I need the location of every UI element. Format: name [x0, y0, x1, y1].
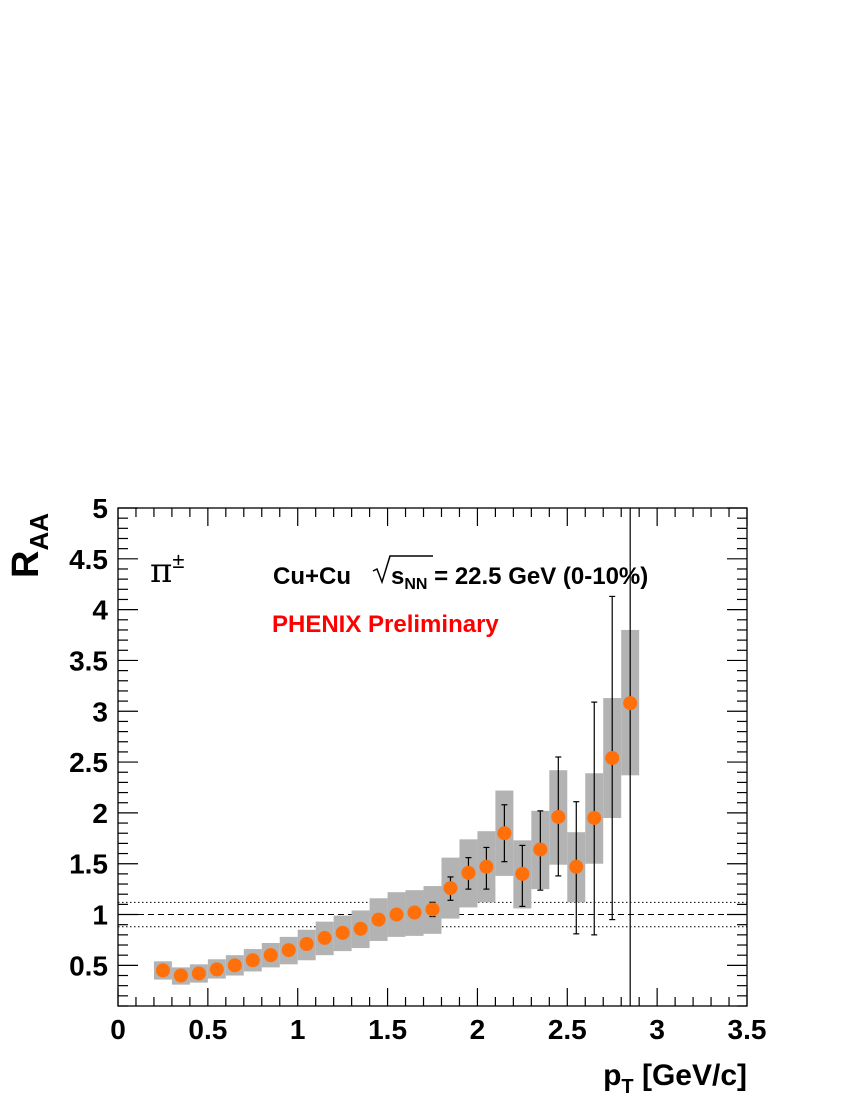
- x-tick-label: 2: [470, 1014, 486, 1045]
- data-point: [551, 809, 566, 824]
- x-tick-label: 3.5: [728, 1014, 767, 1045]
- data-point: [227, 958, 242, 973]
- data-points: [155, 696, 638, 983]
- data-point: [443, 881, 458, 896]
- y-tick-label: 3.5: [69, 645, 108, 676]
- axis-ticks: [117, 507, 748, 1007]
- x-tick-label: 2.5: [548, 1014, 587, 1045]
- data-point: [281, 943, 296, 958]
- data-point: [569, 859, 584, 874]
- x-tick-labels: 0 0.5 1 1.5 2 2.5 3 3.5: [110, 1014, 766, 1045]
- y-tick-label: 2: [92, 798, 108, 829]
- energy-label: sNN = 22.5 GeV (0-10%): [391, 563, 648, 593]
- data-point: [209, 962, 224, 977]
- data-point: [173, 968, 188, 983]
- x-tick-label: 0: [110, 1014, 126, 1045]
- y-tick-label: 1.5: [69, 849, 108, 880]
- y-tick-label: 1: [92, 900, 108, 931]
- y-tick-label: 4: [92, 595, 108, 626]
- y-tick-labels: 0.5 1 1.5 2 2.5 3 3.5 4 4.5 5: [69, 493, 108, 981]
- x-tick-label: 1.5: [368, 1014, 407, 1045]
- particle-charge: ±: [172, 548, 184, 573]
- x-tick-label: 0.5: [188, 1014, 227, 1045]
- data-point: [155, 963, 170, 978]
- data-point: [425, 902, 440, 917]
- data-point: [245, 953, 260, 968]
- data-point: [587, 810, 602, 825]
- data-point: [263, 948, 278, 963]
- phenix-preliminary-label: PHENIX Preliminary: [272, 611, 499, 638]
- y-axis-title: RAA: [5, 513, 54, 578]
- sqrt-sign: [372, 555, 433, 585]
- y-axis-title-subscript: AA: [24, 513, 54, 551]
- data-point: [479, 859, 494, 874]
- particle-label: π±: [150, 548, 184, 591]
- data-point: [191, 966, 206, 981]
- data-point: [407, 905, 422, 920]
- data-point: [389, 907, 404, 922]
- x-tick-label: 1: [290, 1014, 306, 1045]
- data-point: [605, 751, 620, 766]
- data-point: [353, 921, 368, 936]
- data-point: [335, 925, 350, 940]
- systematic-boxes: [153, 629, 640, 985]
- x-axis-title: pT [GeV/c]: [603, 1059, 747, 1098]
- data-point: [317, 930, 332, 945]
- data-point: [497, 826, 512, 841]
- y-tick-label: 0.5: [69, 950, 108, 981]
- y-tick-label: 2.5: [69, 747, 108, 778]
- energy-subscript: NN: [404, 576, 427, 593]
- x-tick-label: 3: [649, 1014, 665, 1045]
- data-point: [533, 842, 548, 857]
- collision-system-label: Cu+Cu: [273, 563, 351, 590]
- data-point: [371, 912, 386, 927]
- y-tick-label: 4.5: [69, 544, 108, 575]
- data-point: [461, 865, 476, 880]
- data-point: [299, 937, 314, 952]
- y-tick-label: 3: [92, 696, 108, 727]
- data-point: [515, 866, 530, 881]
- data-point: [623, 696, 638, 711]
- plot-frame: [117, 507, 748, 1007]
- y-tick-label: 5: [92, 493, 108, 524]
- x-axis-title-subscript: T: [621, 1076, 633, 1098]
